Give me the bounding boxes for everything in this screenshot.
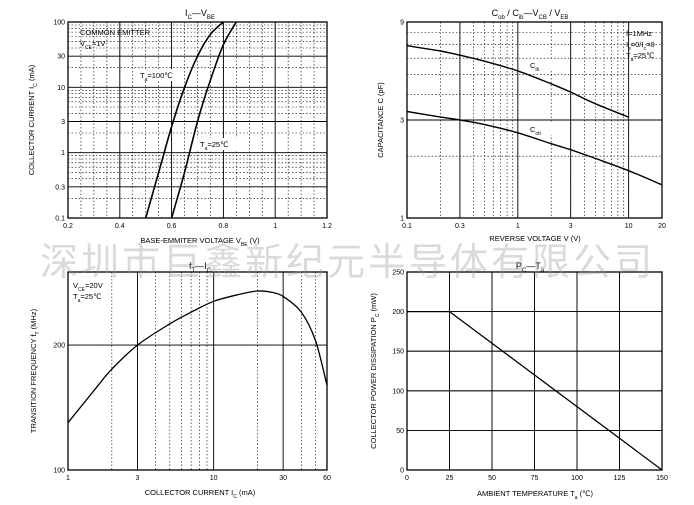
x-axis-label: AMBIENT TEMPERATURE Ta (℃): [477, 489, 594, 501]
y-tick-label: 50: [396, 428, 404, 435]
y-tick-label: 3: [61, 119, 65, 126]
y-tick-label: 0: [400, 468, 404, 475]
grid: [67, 271, 328, 471]
chart-2: 0.1 0.3 1 3 10 20 1 3 9 Cob / Cib—VCB / VEB REVERS…: [376, 8, 666, 243]
y-tick-label: 9: [400, 20, 404, 27]
x-tick-label: 100: [571, 475, 583, 482]
y-tick-label: 1: [61, 150, 65, 157]
y-tick-label: 0.1: [55, 216, 65, 223]
y-tick-label: 200: [392, 309, 404, 316]
condition-note: VCE=1V: [80, 39, 106, 51]
x-tick-label: 0.2: [63, 223, 73, 230]
label-backdrop: [197, 138, 239, 150]
y-tick-label: 100: [53, 20, 65, 27]
y-tick-label: 150: [392, 349, 404, 356]
series-label: Ta=25℃: [200, 140, 229, 152]
label-backdrop: [527, 123, 569, 135]
condition-note: f=1MHz: [626, 29, 652, 38]
x-tick-label: 75: [531, 475, 539, 482]
chart-4: 0 25 50 75 100 125 150 0 50 100 150 200 250 PC—Ta AMBI…: [369, 261, 668, 501]
series-label: Cob: [530, 125, 541, 137]
chart-title: PC—Ta: [516, 261, 545, 274]
x-tick-label: 3: [569, 223, 573, 230]
plot-frame: [406, 271, 663, 471]
grid: [406, 271, 663, 471]
chart-1: 0.2 0.4 0.6 0.8 1 1.2 0.1 0.3 1 3 10 30 100 IC—VBE BAS…: [27, 8, 332, 248]
y-tick-label: 100: [392, 388, 404, 395]
chart-title: fT—IC: [189, 261, 212, 274]
condition-note: VCE=20V: [73, 281, 103, 293]
y-tick-label: 200: [53, 343, 65, 350]
series-line-1: [144, 21, 224, 219]
series-label: Ta=100℃: [140, 71, 173, 83]
series-line-2: [406, 110, 663, 186]
x-tick-label: 30: [279, 475, 287, 482]
y-tick-label: 10: [57, 85, 65, 92]
y-tick-label: 3: [400, 118, 404, 125]
condition-note: Ta=25℃: [626, 51, 655, 63]
x-tick-label: 0.8: [219, 223, 229, 230]
x-tick-label: 10: [625, 223, 633, 230]
x-tick-label: 0.3: [455, 223, 465, 230]
series-line-2: [170, 21, 238, 219]
y-tick-label: 250: [392, 270, 404, 277]
x-tick-label: 150: [656, 475, 668, 482]
series-label: Cib: [530, 61, 540, 73]
x-tick-label: 60: [323, 475, 331, 482]
series-line-1: [406, 45, 629, 118]
y-axis-label: CAPACITANCE C (pF): [376, 82, 385, 158]
x-tick-label: 1: [273, 223, 277, 230]
x-tick-label: 1: [66, 475, 70, 482]
x-tick-label: 0.1: [402, 223, 412, 230]
x-axis-label: COLLECTOR CURRENT IC (mA): [145, 488, 256, 500]
y-axis-label: COLLECTOR POWER DISSIPATION PC (mW): [369, 293, 381, 449]
condition-note: Ie=0/Ic=0: [626, 40, 655, 52]
x-tick-label: 3: [136, 475, 140, 482]
label-backdrop: [527, 59, 569, 71]
y-axis-label: COLLECTOR CURRENT IC (mA): [27, 64, 39, 175]
chart-title: Cob / Cib—VCB / VEB: [492, 8, 569, 21]
y-tick-label: 30: [57, 54, 65, 61]
y-axis-label: TRANSITION FREQUENCY fT (MHz): [29, 308, 41, 433]
x-tick-label: 1.2: [322, 223, 332, 230]
x-axis-label: BASE-EMMITER VOLTAGE VBE (V): [140, 236, 260, 248]
y-tick-label: 100: [53, 468, 65, 475]
x-tick-label: 1: [516, 223, 520, 230]
condition-note: Ta=25℃: [73, 292, 102, 304]
condition-note: COMMON EMITTER: [80, 28, 151, 37]
series-line-1: [407, 310, 663, 471]
x-tick-label: 10: [210, 475, 218, 482]
x-tick-label: 0.4: [115, 223, 125, 230]
x-tick-label: 0.6: [167, 223, 177, 230]
chart-3: 1 3 10 30 60 100 200 fT—IC COLLECTOR CURRENT IC …: [29, 261, 331, 500]
x-tick-label: 0: [405, 475, 409, 482]
plot-frame: [67, 21, 328, 219]
x-tick-label: 20: [658, 223, 666, 230]
x-tick-label: 50: [488, 475, 496, 482]
y-tick-label: 1: [400, 216, 404, 223]
series-line-1: [67, 290, 328, 424]
x-axis-label: REVERSE VOLTAGE V (V): [489, 234, 581, 243]
x-tick-label: 125: [614, 475, 626, 482]
plot-frame: [67, 271, 328, 471]
y-tick-label: 0.3: [55, 184, 65, 191]
plot-frame: [406, 21, 663, 219]
chart-title: IC—VBE: [185, 8, 215, 21]
x-tick-label: 25: [446, 475, 454, 482]
label-backdrop: [137, 69, 179, 81]
